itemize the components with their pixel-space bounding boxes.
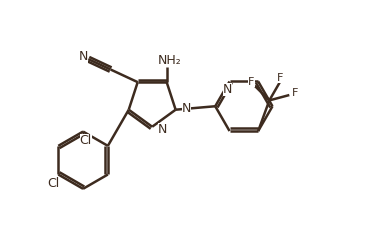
- Text: N: N: [158, 123, 168, 136]
- Text: Cl: Cl: [47, 177, 59, 190]
- Text: Cl: Cl: [80, 134, 92, 147]
- Text: N: N: [182, 102, 191, 115]
- Text: F: F: [292, 88, 298, 99]
- Text: N: N: [223, 83, 232, 96]
- Text: F: F: [276, 73, 283, 83]
- Text: NH₂: NH₂: [158, 54, 182, 67]
- Text: F: F: [249, 77, 255, 87]
- Text: N: N: [78, 50, 88, 63]
